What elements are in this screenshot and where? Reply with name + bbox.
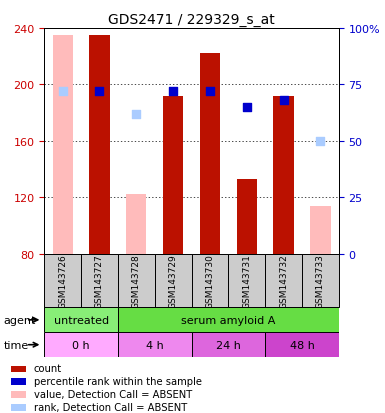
Text: untreated: untreated	[54, 315, 109, 325]
Text: GSM143732: GSM143732	[279, 254, 288, 308]
Bar	[265, 254, 302, 308]
Bar	[118, 254, 155, 308]
Bar	[89, 36, 110, 254]
Point	[170, 89, 176, 95]
Bar	[81, 254, 118, 308]
Bar	[200, 54, 220, 254]
Bar	[53, 36, 73, 254]
Text: agent: agent	[4, 315, 36, 325]
Bar	[237, 179, 257, 254]
Bar	[12, 379, 26, 385]
Text: count: count	[34, 363, 62, 374]
Text: 48 h: 48 h	[290, 340, 315, 350]
Bar	[44, 254, 81, 308]
Bar	[310, 206, 330, 254]
Point	[317, 138, 323, 145]
Bar	[118, 332, 192, 357]
Bar	[192, 332, 265, 357]
Bar	[265, 332, 339, 357]
Bar	[155, 254, 192, 308]
Text: GSM143728: GSM143728	[132, 254, 141, 308]
Text: serum amyloid A: serum amyloid A	[181, 315, 276, 325]
Point	[244, 104, 250, 111]
Text: 24 h: 24 h	[216, 340, 241, 350]
Bar	[44, 332, 118, 357]
Bar	[12, 404, 26, 411]
Bar	[12, 392, 26, 398]
Bar	[118, 308, 339, 332]
Text: GSM143726: GSM143726	[58, 254, 67, 308]
Text: GSM143729: GSM143729	[169, 254, 177, 308]
Text: percentile rank within the sample: percentile rank within the sample	[34, 377, 202, 387]
Text: GSM143727: GSM143727	[95, 254, 104, 308]
Bar	[302, 254, 339, 308]
Text: GSM143731: GSM143731	[242, 254, 251, 308]
Bar	[126, 195, 146, 254]
Text: 4 h: 4 h	[146, 340, 164, 350]
Text: rank, Detection Call = ABSENT: rank, Detection Call = ABSENT	[34, 402, 187, 412]
Point	[281, 97, 287, 104]
Title: GDS2471 / 229329_s_at: GDS2471 / 229329_s_at	[108, 12, 275, 26]
Text: 0 h: 0 h	[72, 340, 90, 350]
Bar	[163, 96, 183, 254]
Bar	[44, 308, 118, 332]
Point	[133, 111, 139, 118]
Text: time: time	[4, 340, 29, 350]
Bar	[228, 254, 265, 308]
Point	[207, 89, 213, 95]
Bar	[273, 96, 294, 254]
Text: GSM143730: GSM143730	[206, 254, 214, 308]
Point	[60, 89, 66, 95]
Text: GSM143733: GSM143733	[316, 254, 325, 308]
Text: value, Detection Call = ABSENT: value, Detection Call = ABSENT	[34, 389, 192, 399]
Point	[96, 89, 102, 95]
Bar	[12, 366, 26, 373]
Bar	[192, 254, 228, 308]
